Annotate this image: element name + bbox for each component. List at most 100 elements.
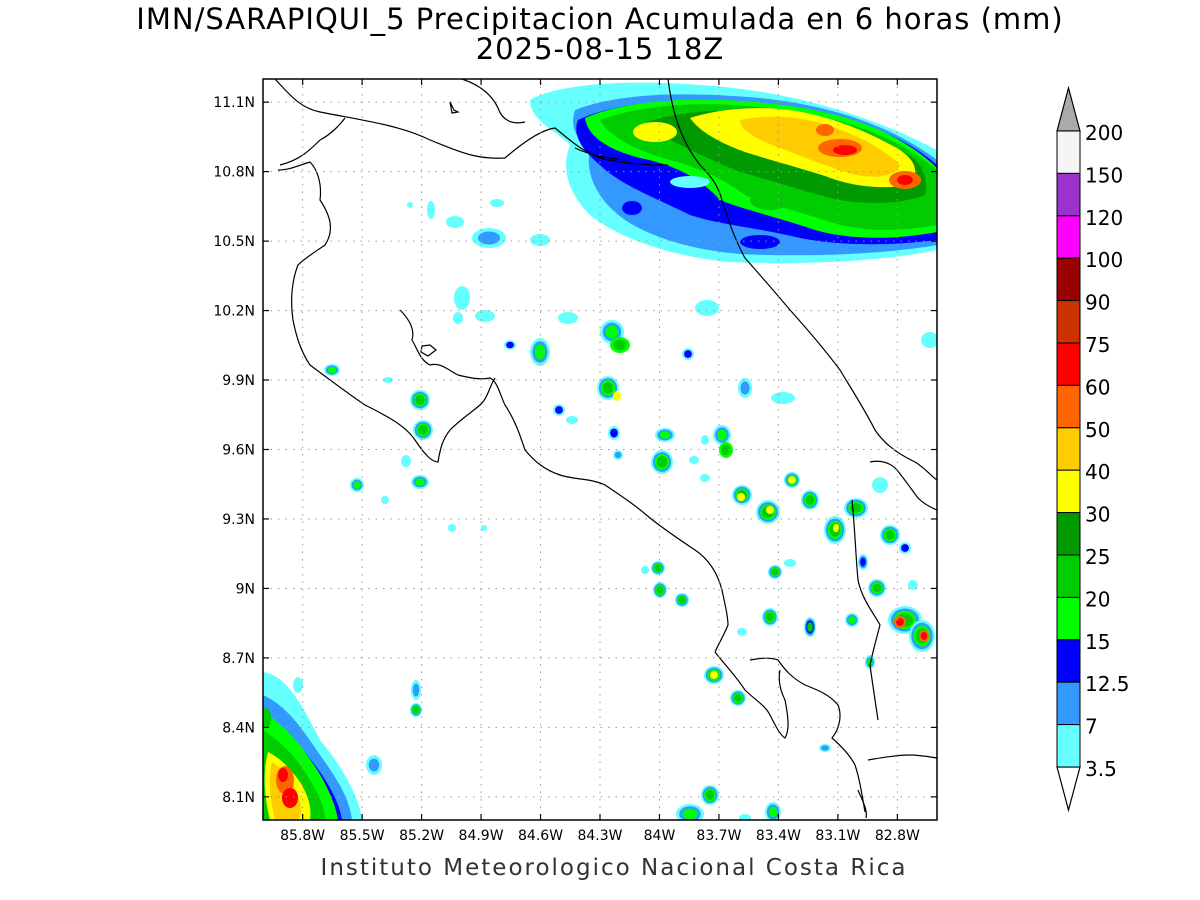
rain-cell-level: [613, 391, 621, 401]
rain-cell: [610, 337, 630, 353]
southwest-rain-area: [263, 672, 362, 820]
pacific-panama: [867, 754, 937, 761]
rain-cell-level: [453, 312, 463, 324]
legend-label: 25: [1085, 545, 1110, 569]
rain-cell: [872, 477, 888, 493]
rain-cell: [411, 475, 429, 489]
rain-cell: [868, 579, 886, 597]
band-spot-4: [670, 176, 710, 188]
lon-tick-label: 84W: [644, 828, 676, 844]
rain-cell: [651, 450, 673, 474]
rain-cell: [504, 340, 516, 350]
rain-cell-level: [684, 350, 692, 358]
legend-label: 12.5: [1085, 672, 1130, 696]
lon-tick-label: 85.8W: [280, 828, 325, 844]
rain-cell: [710, 671, 718, 679]
rain-cell-level: [872, 477, 888, 493]
legend-swatch: [1056, 257, 1081, 302]
rain-cell-level: [766, 506, 774, 514]
legend-swatch: [1056, 724, 1081, 768]
rain-cell-level: [558, 312, 578, 324]
rain-cell-level: [481, 525, 487, 531]
legend-swatch: [1056, 681, 1081, 726]
rain-cell-level: [610, 428, 618, 438]
lat-tick-label: 9.6N: [222, 443, 255, 459]
rain-cell-level: [415, 478, 425, 486]
rain-cell: [324, 364, 340, 376]
rain-cell-level: [721, 444, 731, 456]
rain-cell: [919, 630, 929, 642]
legend-label: 30: [1085, 503, 1110, 527]
sw-core-2: [282, 788, 298, 808]
lat-tick-label: 10.2N: [213, 304, 255, 320]
rain-cell: [700, 474, 710, 482]
legend-swatch: [1056, 512, 1081, 556]
legend-label: 200: [1085, 121, 1123, 145]
rain-cell-level: [418, 425, 428, 435]
band-spot-1: [750, 190, 790, 210]
rain-cell: [410, 703, 422, 717]
rain-cell-level: [605, 325, 619, 339]
lon-tick-label: 83.4W: [756, 828, 801, 844]
rain-cell-level: [807, 622, 813, 632]
lat-tick-label: 9.3N: [222, 512, 255, 528]
rain-cell: [689, 456, 699, 464]
golfo-dulce: [749, 657, 866, 813]
map-datetime: 2025-08-15 18Z: [475, 32, 725, 66]
legend-label: 100: [1085, 248, 1123, 272]
rain-cell: [600, 320, 624, 344]
rain-cell: [675, 593, 689, 607]
legend-label: 7: [1085, 715, 1098, 739]
legend-arrow-bottom: [1056, 766, 1081, 813]
rain-cell: [880, 525, 900, 545]
rain-cell-level: [427, 201, 435, 219]
lat-tick-label: 8.7N: [222, 651, 255, 667]
northern-border: [279, 117, 346, 166]
rain-cell: [921, 332, 937, 348]
legend-label: 15: [1085, 630, 1110, 654]
rain-cell: [682, 348, 694, 360]
rain-cell: [771, 392, 795, 404]
rain-cell-level: [381, 496, 389, 504]
precipitation-field: [263, 79, 937, 820]
color-legend: 200 150 120 100 90 75 60 50 40 30 25 20 15 12.5 7 3.5: [1056, 85, 1130, 813]
rain-cell-level: [654, 564, 662, 572]
legend-swatch: [1056, 596, 1081, 641]
caribbean-coast: [667, 79, 937, 481]
gulf-islet: [420, 344, 437, 357]
band-core-red-2: [833, 145, 857, 155]
rain-cell: [713, 425, 731, 445]
rain-cell-level: [327, 366, 337, 374]
rain-cell-level: [896, 618, 904, 626]
rain-cell: [653, 582, 667, 598]
rain-cell-level: [872, 583, 882, 593]
rain-cell: [401, 455, 411, 467]
coastlines-borders: [274, 79, 937, 819]
rain-cell-level: [401, 455, 411, 467]
rain-cell-level: [353, 481, 361, 489]
lon-tick-label: 83.7W: [696, 828, 741, 844]
rain-cell-level: [613, 339, 627, 351]
legend-swatch: [1056, 639, 1081, 683]
rain-cell-level: [659, 431, 671, 439]
sw-core-3: [278, 768, 288, 782]
lon-tick-label: 84.9W: [459, 828, 504, 844]
rain-cell: [410, 390, 430, 410]
rain-cell-level: [805, 495, 815, 505]
legend-swatch: [1056, 342, 1081, 386]
rain-cell-level: [848, 616, 856, 624]
legend-label: 3.5: [1085, 757, 1117, 781]
legend-label: 40: [1085, 460, 1110, 484]
rain-cell: [472, 228, 506, 248]
rain-cell: [695, 300, 719, 316]
rain-cell-level: [740, 381, 750, 395]
rain-cell: [784, 472, 800, 488]
rain-cell-level: [566, 416, 578, 424]
rain-cell: [454, 286, 470, 310]
rain-cell: [844, 498, 868, 518]
rain-cell-level: [701, 435, 709, 445]
rain-cell: [481, 525, 487, 531]
rain-cell-level: [656, 586, 664, 594]
rain-cell: [366, 755, 382, 775]
